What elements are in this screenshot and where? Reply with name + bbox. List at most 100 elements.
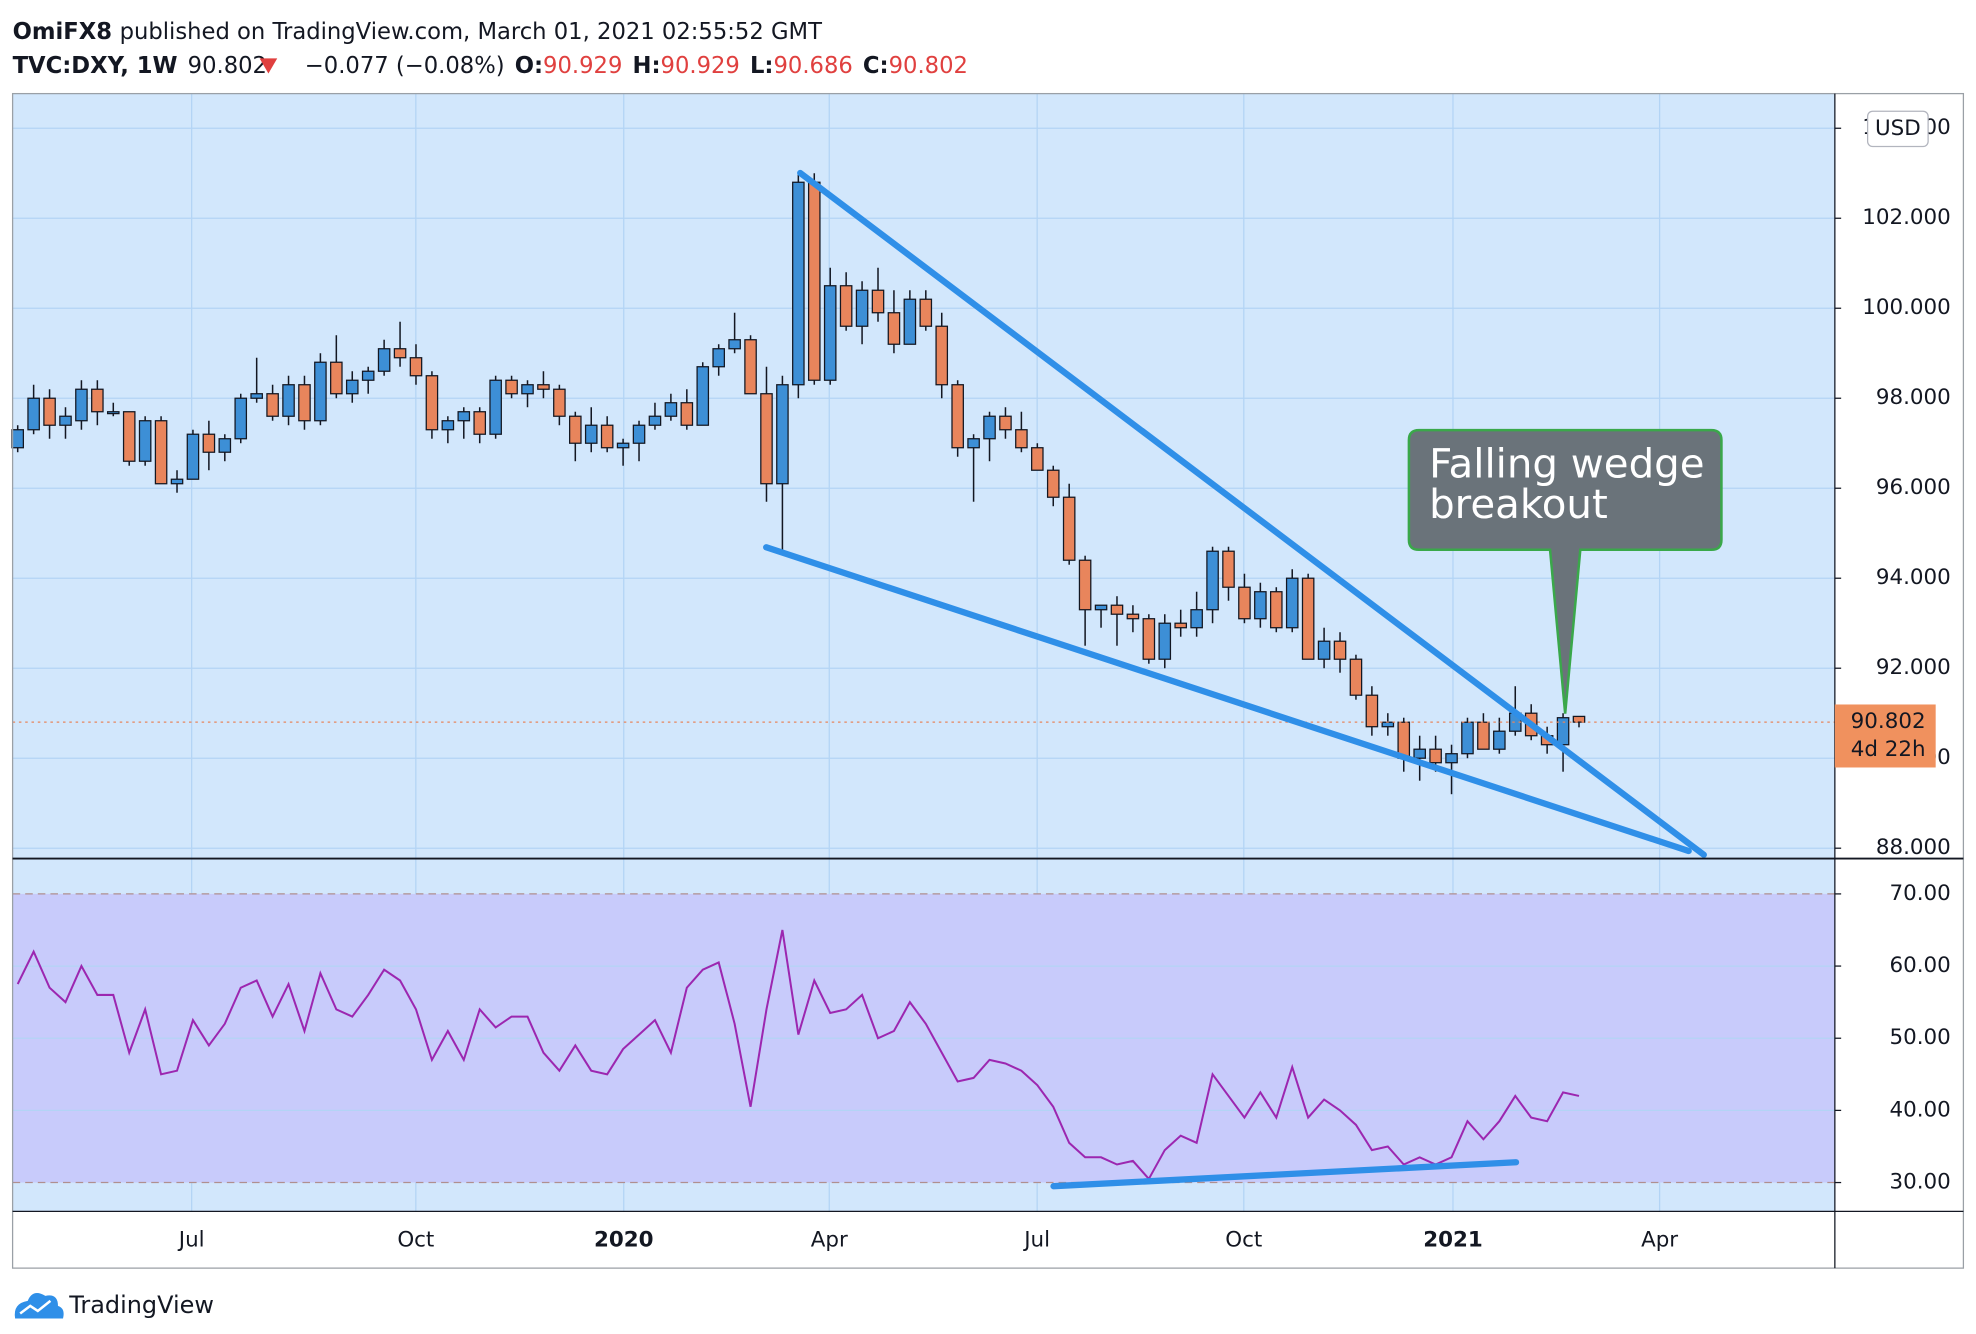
candle-body — [1238, 586, 1251, 620]
candle-body — [871, 289, 885, 314]
candle-body — [855, 289, 869, 327]
candle-body — [330, 361, 343, 395]
wedge-upper-line — [797, 169, 1707, 858]
open-label: O: — [515, 52, 543, 78]
candle-body — [1269, 591, 1283, 629]
high-label: H: — [632, 52, 660, 78]
y-tick-label: 98.000 — [1876, 385, 1951, 410]
currency-box — [1866, 110, 1929, 148]
candle-body — [664, 402, 678, 417]
candle-body — [951, 384, 964, 449]
candle-body — [234, 397, 248, 440]
y-tick-label: 30.00 — [1889, 1170, 1950, 1195]
candle-body — [919, 298, 933, 327]
candle-body — [632, 424, 646, 444]
candle-body — [1222, 550, 1235, 588]
y-tick-label: 102.000 — [1862, 205, 1951, 230]
x-tick-label: Jul — [177, 1227, 205, 1252]
rsi-trend-line — [1050, 1159, 1520, 1190]
x-tick-label: 2021 — [1423, 1227, 1483, 1252]
candle-body — [1572, 715, 1586, 723]
x-tick-label: Oct — [397, 1227, 434, 1252]
candle-body — [600, 424, 614, 449]
candle-body — [59, 415, 72, 426]
grid — [12, 93, 1835, 1212]
logo-line — [19, 1299, 52, 1315]
last-price: 90.802 — [188, 52, 267, 78]
candle-body — [935, 325, 949, 386]
candle-body — [457, 411, 471, 422]
callout-box — [1407, 428, 1723, 714]
y-tick-label: 60.00 — [1889, 953, 1950, 978]
candle-body — [569, 415, 582, 444]
candle-body — [11, 429, 25, 449]
close-value: 90.802 — [889, 52, 968, 78]
symbol: TVC:DXY, 1W — [13, 52, 178, 78]
candle-body — [170, 478, 184, 485]
candle-body — [1078, 559, 1092, 611]
candle-body — [282, 384, 295, 417]
candle-body — [537, 384, 550, 390]
open-value: 90.929 — [543, 52, 622, 78]
candle-body — [967, 438, 980, 449]
x-tick-label: Apr — [811, 1227, 848, 1252]
candle-body — [1174, 622, 1188, 629]
down-arrow — [259, 58, 278, 74]
candle-body — [345, 379, 359, 395]
candle-body — [393, 348, 407, 359]
candle-body — [1445, 753, 1458, 764]
price-label: 90.802 — [1851, 709, 1926, 734]
candle-body — [1126, 613, 1140, 620]
candle-body — [27, 397, 40, 431]
candle-body — [1254, 591, 1267, 620]
callout-line: breakout — [1429, 481, 1608, 528]
candle-body — [1301, 577, 1315, 660]
candle-body — [266, 393, 279, 417]
header-line: OmiFX8 published on TradingView.com, Marc… — [13, 18, 822, 44]
candle-body — [250, 393, 263, 399]
candle-body — [1142, 618, 1156, 660]
x-tick-label: 2020 — [594, 1227, 654, 1252]
x-tick-label: Apr — [1641, 1227, 1678, 1252]
candle-body — [553, 388, 566, 417]
y-tick-label: 92.000 — [1876, 655, 1951, 680]
y-tick-label: 100.000 — [1862, 295, 1951, 320]
price-label-box — [1834, 704, 1936, 768]
candle-body — [776, 384, 789, 485]
candle-body — [409, 357, 423, 377]
candle-body — [473, 411, 487, 435]
candle-body — [361, 370, 375, 381]
brand: TradingView — [68, 1291, 214, 1319]
candle-body — [154, 420, 168, 485]
x-tick-label: Jul — [1022, 1227, 1050, 1252]
symbol-line: TVC:DXY, 1W 90.802 −0.077 (−0.08%) O:90.929… — [13, 52, 968, 78]
candle-body — [1031, 447, 1044, 471]
candle-body — [298, 384, 311, 422]
candle-body — [728, 339, 741, 350]
candle-body — [1158, 622, 1172, 660]
logo-cloud — [14, 1293, 64, 1319]
candle-body — [138, 420, 152, 462]
frame — [11, 92, 1965, 1269]
candle-body — [425, 375, 439, 431]
candle-body — [75, 388, 88, 422]
candle-body — [106, 411, 120, 415]
y-tick-label: 50.00 — [1889, 1025, 1950, 1050]
change: −0.077 (−0.08%) — [305, 52, 505, 78]
candle-body — [839, 285, 853, 327]
candle-body — [1493, 730, 1506, 750]
candle-body — [1333, 640, 1347, 660]
candle-body — [807, 181, 821, 381]
candle-body — [377, 348, 391, 372]
candle-body — [1110, 604, 1124, 615]
currency: USD — [1875, 116, 1921, 141]
candle-body — [1365, 694, 1379, 728]
candle-body — [122, 411, 136, 462]
author: OmiFX8 — [13, 18, 112, 44]
close-label: C: — [863, 52, 889, 78]
candle-body — [314, 361, 327, 422]
y-tick-label: 88.000 — [1876, 835, 1951, 860]
candle-body — [999, 415, 1012, 431]
candle-body — [1046, 469, 1060, 498]
